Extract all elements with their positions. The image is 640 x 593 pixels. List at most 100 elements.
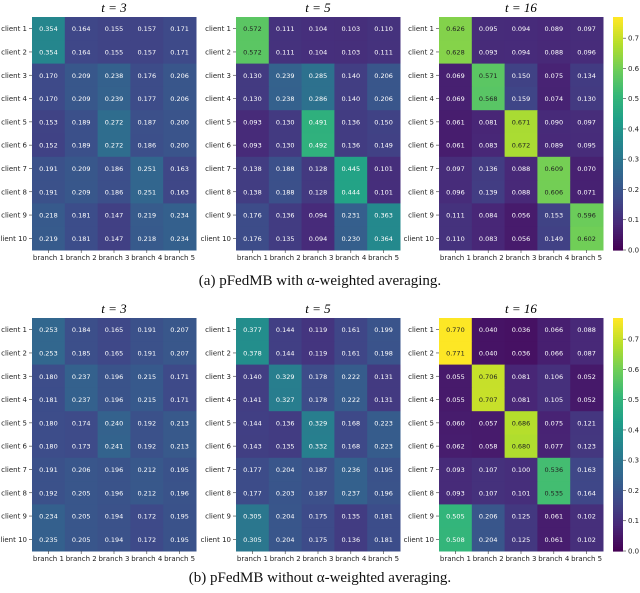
colorbar-segment: [613, 318, 623, 321]
cell-value: 0.377: [243, 326, 262, 334]
heatmap-cell: [97, 86, 131, 111]
colorbar-segment: [613, 154, 623, 158]
colorbar-segment: [613, 427, 623, 431]
cell-value: 0.088: [512, 188, 531, 196]
colorbar-segment: [613, 327, 623, 331]
heatmap-cell: [130, 226, 164, 251]
cell-value: 0.081: [479, 118, 498, 126]
colorbar-segment: [613, 28, 623, 32]
cell-value: 0.234: [170, 235, 189, 243]
colorbar-segment: [613, 243, 623, 246]
cell-value: 0.192: [137, 443, 156, 451]
heatmap-cell: [130, 318, 164, 342]
cell-value: 0.206: [374, 72, 393, 80]
colorbar-segment: [613, 51, 623, 55]
x-tick-label: branch 2: [473, 254, 504, 262]
heatmap-cell: [268, 133, 303, 158]
heatmap-cell: [570, 411, 604, 435]
heatmap-cell: [439, 434, 473, 459]
cell-value: 0.128: [309, 188, 328, 196]
y-tick-label: client 3: [408, 72, 434, 80]
cell-value: 0.536: [544, 466, 563, 474]
heatmap-cell: [97, 457, 131, 482]
colorbar-segment: [613, 77, 623, 81]
heatmap-cell: [537, 86, 571, 111]
colorbar-segment: [613, 184, 623, 188]
heatmap-cell: [64, 318, 99, 342]
y-tick-label: client 8: [1, 188, 27, 196]
heatmap-cell: [163, 481, 197, 505]
cell-value: 0.213: [170, 419, 189, 427]
heatmap-cell: [570, 40, 604, 65]
colorbar-segment: [613, 240, 623, 244]
cell-value: 0.206: [374, 95, 393, 103]
cell-value: 0.222: [341, 373, 360, 381]
colorbar-segment: [613, 61, 623, 65]
cell-value: 0.180: [39, 419, 58, 427]
y-tick-label: client 4: [205, 95, 231, 103]
cell-value: 0.070: [577, 165, 596, 173]
colorbar-tick-label: 0.4: [628, 125, 640, 133]
cell-value: 0.104: [309, 25, 328, 33]
cell-value: 0.088: [512, 165, 531, 173]
heatmap-cell: [268, 481, 303, 505]
cell-value: 0.176: [137, 72, 156, 80]
colorbar-segment: [613, 532, 623, 536]
heatmap-cell: [334, 504, 368, 529]
heatmap-cell: [32, 86, 66, 111]
heatmap-cell: [334, 318, 368, 342]
x-tick-label: branch 5: [368, 555, 399, 563]
cell-value: 0.181: [374, 536, 393, 544]
cell-value: 0.200: [170, 118, 189, 126]
y-tick-label: client 4: [1, 396, 27, 404]
colorbar-segment: [613, 147, 623, 151]
heatmap-cell: [537, 110, 571, 134]
cell-value: 0.286: [309, 95, 328, 103]
heatmap-cell: [64, 387, 99, 412]
heatmap-cell: [130, 203, 164, 228]
cell-value: 0.055: [446, 396, 465, 404]
colorbar-segment: [613, 457, 623, 461]
cell-value: 0.180: [39, 373, 58, 381]
colorbar-segment: [613, 26, 623, 30]
cell-value: 0.194: [105, 536, 124, 544]
cell-value: 0.178: [309, 396, 328, 404]
y-tick-label: client 10: [201, 536, 231, 544]
cell-value: 0.061: [446, 142, 465, 150]
colorbar-segment: [613, 446, 623, 450]
heatmap-cell: [439, 17, 473, 41]
heatmap-cell: [570, 110, 604, 134]
colorbar-segment: [613, 329, 623, 333]
cell-value: 0.206: [170, 72, 189, 80]
cell-value: 0.149: [544, 235, 563, 243]
heatmap-cell: [439, 411, 473, 435]
heatmap-cell: [97, 504, 131, 529]
heatmap-cell: [268, 180, 303, 204]
colorbar-segment: [613, 453, 623, 457]
heatmap-cell: [570, 318, 604, 342]
cell-value: 0.329: [309, 419, 328, 427]
heatmap-cell: [97, 156, 131, 181]
heatmap-cell: [471, 364, 506, 389]
y-tick-label: client 2: [1, 48, 27, 56]
cell-value: 0.093: [446, 466, 465, 474]
colorbar-segment: [613, 537, 623, 540]
heatmap-cell: [32, 110, 66, 134]
heatmap-cell: [504, 180, 538, 204]
cell-value: 0.770: [446, 326, 465, 334]
cell-value: 0.189: [72, 118, 91, 126]
cell-value: 0.147: [105, 235, 124, 243]
heatmap-cell: [163, 527, 197, 552]
cell-value: 0.130: [243, 95, 262, 103]
cell-value: 0.130: [276, 142, 295, 150]
x-tick-label: branch 2: [270, 254, 301, 262]
heatmap-cell: [236, 40, 270, 65]
heatmap-cell: [163, 17, 197, 41]
y-tick-label: client 8: [205, 188, 231, 196]
heatmap-cell: [439, 226, 473, 251]
cell-value: 0.491: [309, 118, 328, 126]
cell-value: 0.069: [446, 72, 465, 80]
cell-value: 0.378: [243, 349, 262, 357]
cell-value: 0.040: [479, 326, 498, 334]
